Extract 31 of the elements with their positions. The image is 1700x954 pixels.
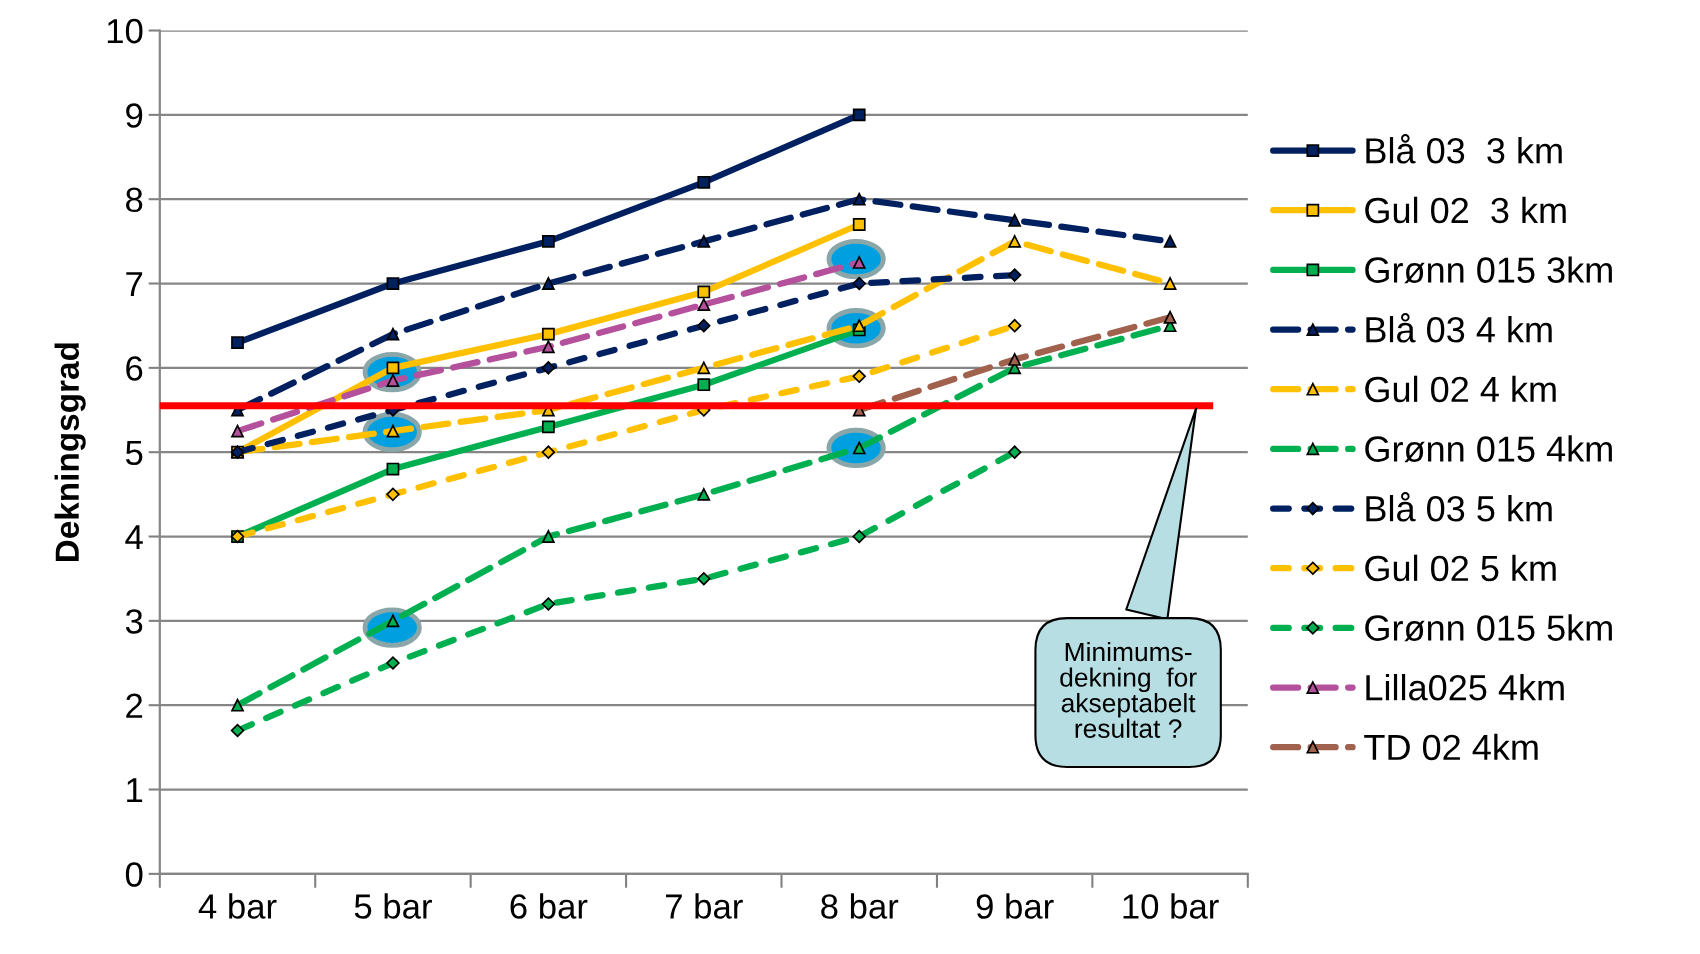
legend-label: Gul 02 3 km [1365, 196, 1566, 224]
legend-label: Lilla025 4km [1366, 674, 1564, 701]
x-tick-label: 6 bar [510, 893, 588, 919]
y-tick-label: 7 [126, 272, 143, 297]
x-tick-label: 9 bar [976, 893, 1054, 919]
y-tick-label: 0 [125, 862, 143, 887]
legend-label: Blå 03 4 km [1366, 313, 1552, 343]
legend-label: Gul 02 5 km [1365, 554, 1556, 582]
y-tick-label: 6 [126, 356, 143, 381]
y-tick-label: 10 [107, 18, 143, 44]
y-tick-label: 9 [126, 103, 143, 128]
x-tick-label: 7 bar [666, 893, 743, 919]
legend-label: Grønn 015 4km [1365, 435, 1612, 463]
legend-label: Grønn 015 3km [1365, 256, 1612, 284]
annotation: Minimums- dekning for akseptabelt resultat ? [1060, 641, 1197, 738]
legend-label: TD 02 4km [1364, 733, 1538, 761]
x-tick-label: 5 bar [354, 893, 432, 919]
x-tick-label: 10 bar [1123, 893, 1219, 919]
y-tick-label: 4 [125, 525, 143, 550]
legend-label: Blå 03 5 km [1366, 492, 1552, 522]
y-tick-label: 1 [127, 778, 143, 803]
legend-label: Blå 03 3 km [1366, 134, 1562, 164]
y-tick-label: 8 [126, 187, 143, 213]
x-tick-label: 8 bar [821, 893, 899, 919]
legend-label: Grønn 015 5km [1365, 614, 1612, 642]
y-tick-label: 5 [125, 440, 143, 466]
y-axis-title: Dekningsgrad [54, 343, 86, 562]
y-tick-label: 3 [125, 609, 143, 634]
legend-label: Gul 02 4 km [1365, 375, 1556, 403]
y-tick-label: 2 [126, 693, 143, 718]
x-tick-label: 4 bar [198, 893, 277, 919]
